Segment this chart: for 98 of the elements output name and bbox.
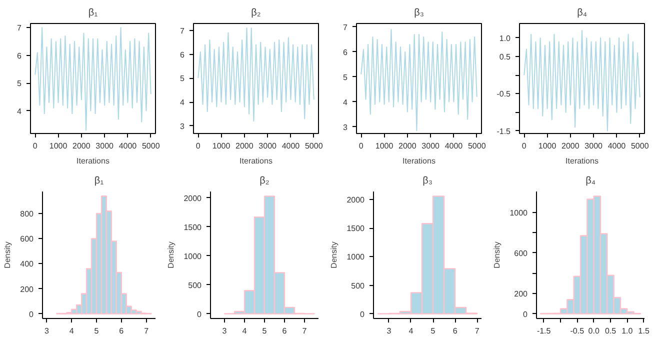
x-tick-label: 2000 bbox=[562, 142, 580, 150]
x-axis-title: Iterations bbox=[240, 156, 272, 166]
x-tick-label: 5000 bbox=[468, 142, 486, 150]
chart-title: β₃ bbox=[422, 176, 432, 186]
line-series bbox=[34, 27, 152, 131]
y-tick-label: 4 bbox=[180, 98, 186, 108]
x-tick-label: 4000 bbox=[444, 142, 464, 150]
x-tick-label: 1000 bbox=[538, 142, 557, 150]
y-tick-label: 6 bbox=[343, 48, 348, 57]
chart-title: β₃ bbox=[414, 8, 424, 18]
x-tick-label: 0.5 bbox=[604, 326, 617, 336]
x-tick-label: 6 bbox=[452, 326, 458, 336]
y-axis-title: Density bbox=[3, 242, 12, 268]
y-tick-label: 200 bbox=[514, 290, 528, 299]
chart-title: β₂ bbox=[251, 8, 261, 18]
y-tick-label: 1000 bbox=[346, 252, 366, 262]
chart-title: β₁ bbox=[88, 8, 98, 18]
x-tick-label: 4 bbox=[242, 326, 248, 336]
y-tick-label: 0.5 bbox=[499, 52, 512, 62]
y-tick-label: 600 bbox=[20, 234, 34, 244]
y-tick-label: 7 bbox=[17, 24, 22, 33]
x-tick-label: 3 bbox=[44, 326, 50, 336]
x-tick-label: 7 bbox=[302, 326, 308, 336]
y-tick-label: 0 bbox=[29, 310, 34, 319]
x-tick-label: 3000 bbox=[584, 142, 604, 150]
y-tick-label: 200 bbox=[20, 284, 34, 294]
x-axis-title: Iterations bbox=[402, 156, 436, 166]
y-tick-label: 2000 bbox=[346, 196, 366, 205]
x-tick-label: 5 bbox=[430, 326, 436, 336]
y-tick-label: 600 bbox=[514, 248, 528, 258]
y-tick-label: 5 bbox=[180, 74, 186, 84]
x-tick-label: 4000 bbox=[118, 142, 138, 150]
y-tick-label: 0 bbox=[197, 310, 202, 319]
y-tick-label: 1000 bbox=[184, 252, 202, 261]
y-tick-label: 4 bbox=[343, 98, 348, 107]
y-tick-label: 1500 bbox=[346, 224, 366, 234]
chart-title: β₁ bbox=[94, 176, 104, 186]
x-tick-label: 3000 bbox=[422, 142, 440, 150]
y-tick-label: 2000 bbox=[184, 194, 202, 203]
line-series bbox=[198, 28, 314, 122]
x-tick-label: 1000 bbox=[212, 142, 231, 150]
chart-title: β₂ bbox=[260, 176, 270, 186]
y-axis-title: Density bbox=[492, 242, 502, 268]
y-tick-label: 5 bbox=[343, 72, 348, 82]
line-series bbox=[524, 30, 640, 132]
y-axis-title: Density bbox=[166, 242, 176, 268]
x-tick-label: 1000 bbox=[375, 142, 394, 150]
x-tick-label: 2000 bbox=[72, 142, 91, 150]
y-tick-label: 0 bbox=[523, 310, 528, 319]
x-tick-label: 4000 bbox=[282, 142, 300, 150]
x-tick-label: 3000 bbox=[96, 142, 114, 150]
y-tick-label: 7 bbox=[343, 22, 348, 32]
y-tick-label: 5 bbox=[17, 79, 22, 88]
y-tick-label: 1.0 bbox=[499, 34, 512, 43]
y-tick-label: 7 bbox=[180, 26, 186, 36]
x-tick-label: 6 bbox=[282, 326, 288, 336]
x-tick-label: 2000 bbox=[398, 142, 417, 150]
x-tick-label: 6 bbox=[119, 326, 124, 336]
line-series bbox=[360, 28, 478, 132]
x-tick-label: 1.5 bbox=[638, 326, 650, 336]
x-tick-label: 5 bbox=[262, 326, 268, 336]
y-tick-label: 4 bbox=[17, 106, 22, 116]
x-tick-label: 4 bbox=[69, 326, 74, 336]
x-tick-label: 1.0 bbox=[622, 326, 634, 336]
x-tick-label: 7 bbox=[474, 326, 480, 336]
x-tick-label: 0.0 bbox=[588, 326, 600, 336]
x-tick-label: -1.5 bbox=[536, 326, 552, 336]
chart-title: β₄ bbox=[586, 176, 596, 186]
x-tick-label: 4000 bbox=[608, 142, 626, 150]
x-tick-label: 2000 bbox=[236, 142, 254, 150]
x-tick-label: -0.5 bbox=[570, 326, 585, 336]
x-tick-label: 7 bbox=[144, 326, 150, 336]
y-tick-label: 0 bbox=[360, 310, 366, 319]
y-tick-label: 6 bbox=[180, 50, 186, 60]
x-tick-label: 5000 bbox=[304, 142, 324, 150]
y-tick-label: 400 bbox=[20, 260, 34, 269]
y-tick-label: 1000 bbox=[510, 208, 528, 218]
y-tick-label: -0.5 bbox=[496, 90, 512, 99]
x-tick-label: 3 bbox=[222, 326, 228, 336]
x-axis-title: Iterations bbox=[76, 156, 110, 166]
y-tick-label: -1.5 bbox=[496, 126, 512, 136]
y-tick-label: 800 bbox=[20, 210, 34, 219]
chart-title: β₄ bbox=[577, 8, 587, 18]
x-tick-label: 3 bbox=[386, 326, 392, 336]
y-tick-label: 1500 bbox=[184, 222, 202, 232]
y-tick-label: 500 bbox=[188, 280, 202, 290]
x-tick-label: 5 bbox=[94, 326, 100, 336]
y-tick-label: 500 bbox=[351, 281, 366, 290]
y-tick-label: 3 bbox=[343, 122, 348, 132]
x-tick-label: 5000 bbox=[630, 142, 650, 150]
y-tick-label: 6 bbox=[17, 51, 22, 60]
x-tick-label: 4 bbox=[408, 326, 414, 336]
y-axis-title: Density bbox=[330, 242, 339, 268]
x-tick-label: 5000 bbox=[142, 142, 160, 150]
y-tick-label: 3 bbox=[180, 122, 186, 131]
x-tick-label: 3000 bbox=[258, 142, 278, 150]
x-tick-label: 1000 bbox=[49, 142, 68, 150]
x-axis-title: Iterations bbox=[566, 156, 598, 166]
